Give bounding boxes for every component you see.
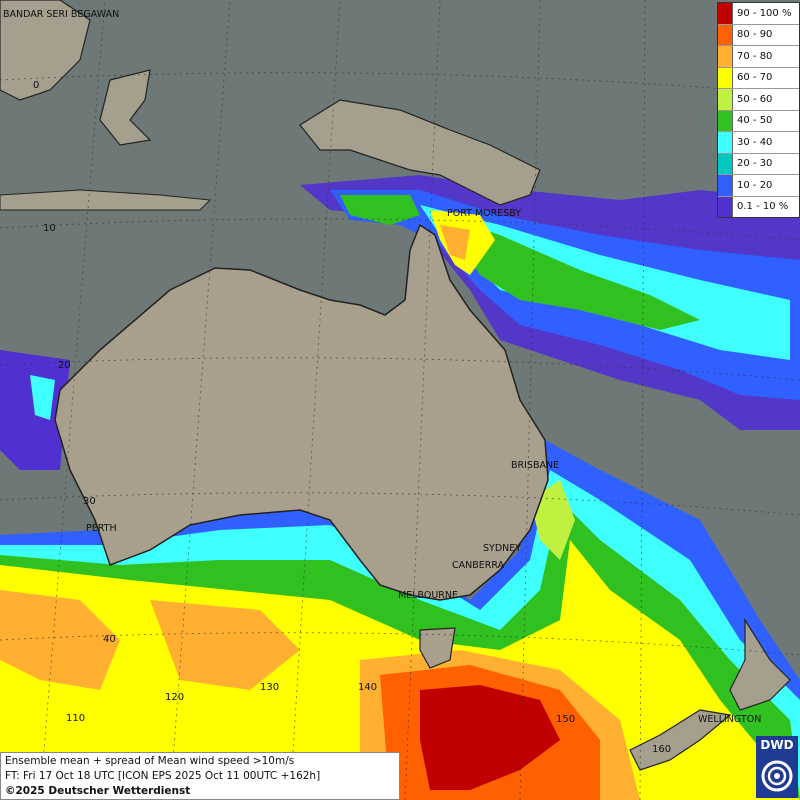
legend-swatch [718, 3, 733, 24]
legend-label: 60 - 70 [737, 72, 773, 84]
legend-item: 50 - 60 [718, 89, 799, 111]
legend-item: 60 - 70 [718, 67, 799, 89]
legend-label: 30 - 40 [737, 136, 773, 148]
new-zealand-north [729, 617, 791, 711]
legend: 90 - 100 % 80 - 90 70 - 80 60 - 70 50 - 60 40… [717, 2, 800, 218]
legend-item: 0.1 - 10 % [718, 196, 799, 217]
legend-swatch [718, 67, 733, 88]
info-title: Ensemble mean + spread of Mean wind spee… [5, 755, 295, 767]
city-label-brisbane: BRISBANE [511, 460, 559, 471]
sulawesi [99, 69, 152, 146]
grid-label: 130 [260, 682, 279, 693]
grid-label: 150 [556, 714, 575, 725]
legend-label: 0.1 - 10 % [737, 201, 789, 213]
grid-labels: 0 10 20 30 40 110 120 130 140 150 160 [33, 80, 671, 755]
legend-label: 50 - 60 [737, 93, 773, 105]
city-labels: BANDAR SERI BEGAWAN PORT MORESBY BRISBAN… [3, 9, 761, 725]
legend-item: 30 - 40 [718, 132, 799, 154]
legend-swatch [718, 153, 733, 174]
legend-label: 10 - 20 [737, 179, 773, 191]
dwd-logo-text: DWD [760, 738, 794, 752]
new-zealand-south [629, 709, 732, 771]
info-copyright: ©2025 Deutscher Wetterdienst [5, 785, 191, 797]
legend-swatch [718, 89, 733, 110]
legend-swatch [718, 24, 733, 45]
grid-label: 20 [58, 360, 71, 371]
legend-swatch [718, 46, 733, 67]
city-label-melbourne: MELBOURNE [398, 590, 458, 601]
legend-swatch [718, 196, 733, 217]
southern-wind-field [0, 440, 800, 800]
city-label-perth: PERTH [86, 523, 117, 534]
dwd-logo: DWD [756, 736, 798, 798]
legend-item: 20 - 30 [718, 153, 799, 175]
legend-item: 90 - 100 % [718, 3, 799, 25]
grid-label: 40 [103, 634, 116, 645]
grid-label: 160 [652, 744, 671, 755]
grid-label: 120 [165, 692, 184, 703]
new-guinea [299, 99, 541, 206]
legend-label: 90 - 100 % [737, 7, 792, 19]
city-label-wellington: WELLINGTON [698, 714, 761, 725]
legend-label: 80 - 90 [737, 29, 773, 41]
legend-swatch [718, 110, 733, 131]
legend-swatch [718, 175, 733, 196]
grid-label: 10 [43, 223, 56, 234]
dwd-swirl-icon [761, 760, 793, 792]
city-label-sydney: SYDNEY [483, 543, 521, 554]
city-label-port-moresby: PORT MORESBY [447, 208, 521, 219]
lesser-sunda-islands [0, 189, 212, 211]
northern-wind-band [0, 175, 800, 470]
grid-label: 0 [33, 80, 39, 91]
grid-label: 30 [83, 496, 96, 507]
legend-item: 70 - 80 [718, 46, 799, 68]
legend-label: 20 - 30 [737, 158, 773, 170]
legend-swatch [718, 132, 733, 153]
legend-label: 40 - 50 [737, 115, 773, 127]
tasmania [419, 627, 456, 669]
legend-item: 10 - 20 [718, 175, 799, 197]
legend-item: 40 - 50 [718, 110, 799, 132]
city-label-canberra: CANBERRA [452, 560, 505, 571]
legend-label: 70 - 80 [737, 50, 773, 62]
info-forecast-time: FT: Fri 17 Oct 18 UTC [ICON EPS 2025 Oct… [5, 770, 321, 782]
australia-landmass [54, 223, 549, 601]
info-box: Ensemble mean + spread of Mean wind spee… [0, 752, 400, 800]
grid-label: 140 [358, 682, 377, 693]
grid-label: 110 [66, 713, 85, 724]
city-label-bandar-seri-begawan: BANDAR SERI BEGAWAN [3, 9, 119, 20]
legend-item: 80 - 90 [718, 24, 799, 46]
borneo [0, 0, 91, 101]
